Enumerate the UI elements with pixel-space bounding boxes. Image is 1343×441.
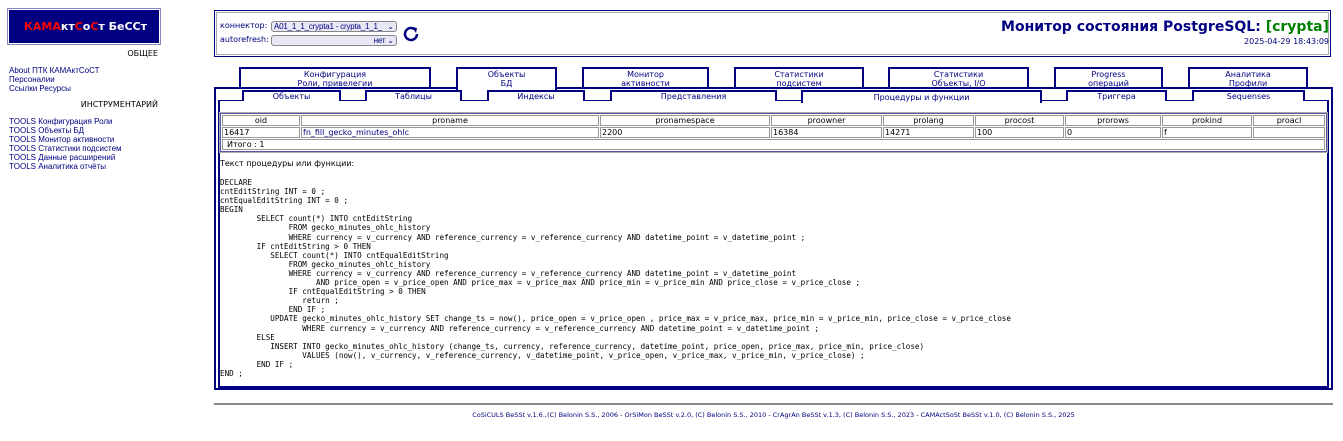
refresh-icon[interactable] — [401, 24, 421, 44]
tab-label: Объекты — [487, 70, 526, 79]
tab-label: Статистики — [774, 70, 824, 79]
tab-objects[interactable]: Объекты БД — [456, 67, 557, 90]
tab-label: Аналитика — [1225, 70, 1271, 79]
sidebar-link-tools-analytics[interactable]: TOOLS Аналитика отчёты — [9, 162, 106, 171]
sidebar-link-resources[interactable]: Ссылки Ресурсы — [9, 84, 71, 93]
tab-label: активности — [621, 79, 670, 88]
proname-link[interactable]: fn_fill_gecko_minutes_ohlc — [303, 128, 409, 137]
tab-label: операций — [1088, 79, 1129, 88]
column-header: prokind — [1162, 115, 1252, 126]
tab-label: Progress — [1091, 70, 1126, 79]
column-header: proacl — [1253, 115, 1325, 126]
tab-config[interactable]: Конфигурация Роли, привелегии — [239, 67, 431, 88]
subtab-tables[interactable]: Таблицы — [365, 90, 462, 101]
procedures-table: oid proname pronamespace proowner prolan… — [219, 112, 1328, 153]
tab-label: Статистики — [933, 70, 984, 79]
chevron-down-icon: ⌄ — [387, 22, 394, 31]
subtab-sequences[interactable]: Sequenses — [1192, 90, 1305, 101]
table-row: 16417 fn_fill_gecko_minutes_ohlc 2200 16… — [222, 127, 1325, 138]
header-panel — [214, 10, 1331, 57]
sidebar-link-tools-stats[interactable]: TOOLS Статистики подсистем — [9, 144, 122, 153]
footer-divider — [214, 403, 1333, 405]
logo-text: т БеССт — [98, 20, 147, 33]
connector-value: A01_1_1_crypta1 - crypta_1_1_ — [274, 22, 383, 31]
subtab-objects[interactable]: Объекты — [242, 90, 341, 101]
cell-prolang: 14271 — [883, 127, 974, 138]
tab-stats-io[interactable]: Статистики Объекты, I/O — [888, 67, 1029, 88]
logo-text: С — [74, 20, 83, 33]
cell-prorows: 0 — [1065, 127, 1161, 138]
table-total-row: Итого : 1 — [222, 139, 1325, 150]
footer-copyright: CoSiCULS BeSSt v.1.6.,(C) Belonin S.S., … — [472, 411, 1075, 419]
sidebar-link-tools-roles[interactable]: TOOLS Конфигурация Роли — [9, 117, 113, 126]
logo-text: КАМА — [23, 20, 61, 33]
tab-label: Конфигурация — [303, 70, 367, 79]
column-header: procost — [975, 115, 1064, 126]
sidebar-link-tools-activity[interactable]: TOOLS Монитор активности — [9, 135, 115, 144]
subtab-indexes[interactable]: Индексы — [487, 90, 585, 101]
logo-text: С — [90, 20, 99, 33]
subtab-views[interactable]: Представления — [610, 90, 777, 101]
cell-proowner: 16384 — [771, 127, 882, 138]
column-header: oid — [222, 115, 300, 126]
tab-activity[interactable]: Монитор активности — [582, 67, 709, 88]
autorefresh-value: нет — [373, 36, 386, 45]
cell-procost: 100 — [975, 127, 1064, 138]
code-label: Текст процедуры или функции: — [220, 159, 355, 168]
tab-analytics[interactable]: Аналитика Профили — [1188, 67, 1308, 88]
sidebar-link-tools-extensions[interactable]: TOOLS Данные расширений — [9, 153, 116, 162]
logo: КАМАктСоСт БеССт — [7, 8, 161, 45]
procedure-source: DECLARE cntEditString INT = 0 ; cntEqual… — [220, 178, 1011, 378]
general-links: About ПТК КАМАктСоСТ Персоналии Ссылки Р… — [9, 66, 100, 93]
total-count: Итого : 1 — [222, 139, 1325, 150]
autorefresh-label: autorefresh: — [220, 35, 269, 44]
cell-oid: 16417 — [222, 127, 300, 138]
sidebar-link-persons[interactable]: Персоналии — [9, 75, 55, 84]
code-section: Текст процедуры или функции: DECLARE cnt… — [220, 159, 1011, 378]
timestamp: 2025-04-29 18:43:09 — [1244, 37, 1329, 46]
sidebar-link-tools-objects[interactable]: TOOLS Объекты БД — [9, 126, 85, 135]
page-title: Монитор состояния PostgreSQL: [crypta] — [1001, 19, 1329, 35]
general-heading: ОБЩЕЕ — [127, 49, 158, 58]
cell-proname[interactable]: fn_fill_gecko_minutes_ohlc — [301, 127, 599, 138]
tab-label: подсистем — [776, 79, 822, 88]
table-header-row: oid proname pronamespace proowner prolan… — [222, 115, 1325, 126]
tab-progress[interactable]: Progress операций — [1054, 67, 1163, 88]
db-name: [crypta] — [1265, 19, 1329, 35]
tab-label: Роли, привелегии — [297, 79, 373, 88]
tools-heading: ИНСТРУМЕНТАРИЙ — [80, 100, 158, 109]
subtab-triggers[interactable]: Триггера — [1066, 90, 1167, 101]
connector-label: коннектор: — [220, 21, 268, 30]
column-header: proowner — [771, 115, 882, 126]
column-header: prorows — [1065, 115, 1161, 126]
cell-prokind: f — [1162, 127, 1252, 138]
chevron-down-icon: ⌄ — [387, 36, 394, 45]
logo-text: кт — [60, 20, 75, 33]
cell-proacl — [1253, 127, 1325, 138]
tab-label: БД — [500, 79, 513, 88]
title-text: Монитор состояния PostgreSQL: — [1001, 19, 1261, 35]
main-panel — [214, 87, 1333, 390]
column-header: proname — [301, 115, 599, 126]
column-header: pronamespace — [600, 115, 770, 126]
tab-label: Профили — [1228, 79, 1268, 88]
column-header: prolang — [883, 115, 974, 126]
autorefresh-select[interactable]: нет ⌄ — [271, 35, 397, 46]
cell-pronamespace: 2200 — [600, 127, 770, 138]
tools-links: TOOLS Конфигурация Роли TOOLS Объекты БД… — [9, 117, 122, 171]
tab-stats[interactable]: Статистики подсистем — [734, 67, 864, 88]
tab-label: Объекты, I/O — [931, 79, 986, 88]
logo-text: о — [82, 20, 91, 33]
sidebar-link-about[interactable]: About ПТК КАМАктСоСТ — [9, 66, 100, 75]
tab-label: Монитор — [627, 70, 664, 79]
subtab-procedures[interactable]: Процедуры и функции — [801, 90, 1042, 103]
connector-select[interactable]: A01_1_1_crypta1 - crypta_1_1_ ⌄ — [271, 21, 397, 32]
